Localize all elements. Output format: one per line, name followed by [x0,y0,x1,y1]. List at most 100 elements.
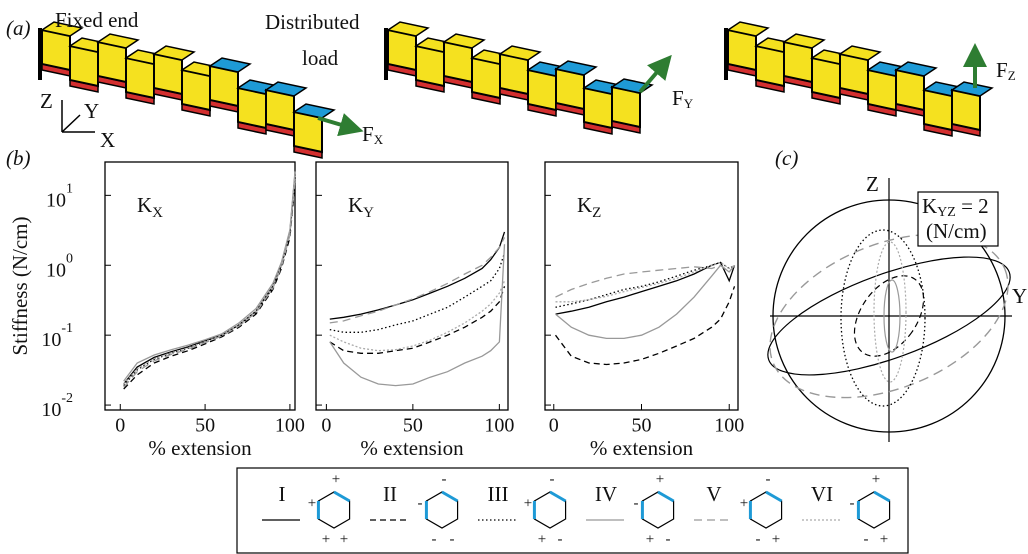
axis-label: Y [84,99,99,123]
series-line [555,264,736,298]
annotation: load [302,46,339,70]
annotation: = 2 [956,194,989,218]
module [443,40,473,84]
annotation: (N/cm) [926,219,987,243]
y-tick-label: 101 [46,182,73,211]
x-axis-label: % extension [148,436,252,460]
y-tick-label: 10-2 [41,391,73,420]
legend-sign: - [550,471,555,487]
x-tick-label: 0 [321,415,331,437]
module [125,56,155,100]
module [41,28,71,72]
legend-icon-active [441,490,459,503]
legend-label: IV [595,482,617,506]
module-top [782,33,826,49]
legend-icon-active [873,490,891,503]
y-tick-exponent: 0 [66,251,73,266]
module [181,68,211,112]
x-axis-label: % extension [360,436,464,460]
robot-drawings [38,21,994,159]
y-tick-exponent: -1 [61,321,73,336]
panel-label: (a) [6,16,31,40]
module [209,64,239,108]
legend-sign: + [646,531,654,547]
series-line [555,264,736,340]
module [387,28,417,72]
y-tick-label: 10 [46,259,66,281]
legend-sign: + [340,531,348,547]
chart-title-sub: X [152,205,163,221]
module [611,85,641,129]
series-line [123,179,296,388]
legend-icon-active [333,490,351,503]
legend-sign: + [322,531,330,547]
y-tick-exponent: -2 [61,391,73,406]
y-tick-exponent: 1 [66,182,73,197]
chart-title-sub: Y [363,205,374,221]
module-top [208,57,252,73]
module [527,68,557,112]
y-tick-label: 100 [46,251,73,280]
legend-sign: + [872,471,880,487]
module-top [40,21,84,37]
module [755,44,785,88]
module [153,52,183,96]
module-top [264,81,308,97]
panel-label: (c) [775,146,798,170]
legend-icon-active [549,490,567,503]
legend-sign: - [450,531,455,547]
module [839,52,869,96]
module [499,52,529,96]
chart-title: K [137,193,152,217]
series-line [329,244,506,387]
plot-frame [104,161,296,411]
series-line [555,261,736,315]
module [867,68,897,112]
legend-sign: - [418,495,423,511]
annotation: Distributed [265,10,360,34]
x-tick-label: 50 [403,415,423,437]
y-axis-label: Stiffness (N/cm) [8,216,32,355]
force-arrow [317,113,364,137]
series-line [555,261,735,303]
x-axis-label: % extension [590,436,694,460]
legend-box [236,467,909,554]
x-tick-label: 100 [275,415,305,437]
series-line [555,261,735,308]
legend-sign: - [766,471,771,487]
module [69,44,99,88]
legend-label: I [279,482,286,506]
force-label: FY [672,86,694,111]
axis-label: Z [40,89,53,113]
force-label: Z [1008,68,1016,83]
series-line [123,182,296,390]
series-line [123,175,296,385]
series-line [329,280,506,352]
x-tick-label: 50 [195,415,215,437]
x-tick-label: 0 [549,415,559,437]
axis-label: Y [1012,284,1027,308]
legend-label: V [706,482,721,506]
module-top [554,60,598,76]
module [923,88,953,132]
panel-label: (b) [6,146,31,170]
legend-icon-active [765,490,783,503]
chart-title: KX [137,193,163,222]
legend-sign: - [634,495,639,511]
chart-title: KY [348,193,374,222]
legend-icon-active [657,490,675,503]
x-tick-label: 100 [714,415,744,437]
force-label: F [996,58,1008,82]
axis-label: X [100,128,115,152]
legend-sign: - [442,471,447,487]
module [265,88,295,132]
chart-title: K [348,193,363,217]
module [951,88,981,132]
legend-sign: - [558,531,563,547]
y-tick-label: 10 [41,329,61,351]
series-line [123,177,296,387]
chart-title: KZ [577,193,601,222]
force-label: X [374,132,384,147]
module-top [386,21,430,37]
module [555,67,585,111]
